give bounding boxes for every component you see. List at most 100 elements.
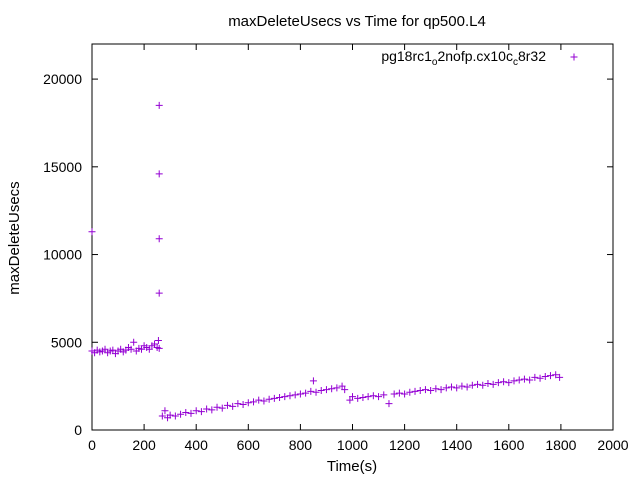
data-point (333, 384, 341, 392)
y-tick-label: 20000 (43, 71, 82, 87)
legend-label-part: 2nofp.cx10c (437, 48, 513, 64)
data-point (137, 345, 145, 353)
data-point (281, 393, 289, 401)
data-point (244, 399, 252, 407)
data-point (463, 383, 471, 391)
data-point (390, 390, 398, 398)
y-tick-label: 10000 (43, 247, 82, 263)
x-tick-label: 1600 (493, 437, 524, 453)
data-point (338, 382, 346, 390)
data-point (437, 386, 445, 394)
data-point (526, 376, 534, 384)
data-point (296, 390, 304, 398)
data-point (197, 408, 205, 416)
x-axis-title: Time(s) (327, 458, 377, 475)
data-point (317, 387, 325, 395)
y-axis: 0 5000 10000 15000 20000 (43, 71, 613, 438)
data-point (218, 404, 226, 412)
data-point (88, 228, 96, 236)
data-point (468, 381, 476, 389)
data-point (276, 394, 284, 402)
data-point (515, 376, 523, 384)
data-point (265, 395, 273, 403)
data-point (155, 101, 163, 109)
data-point (109, 346, 117, 354)
data-point (364, 393, 372, 401)
data-point (500, 378, 508, 386)
y-tick-label: 15000 (43, 159, 82, 175)
data-point (411, 387, 419, 395)
data-point (375, 393, 383, 401)
x-tick-label: 0 (88, 437, 96, 453)
data-point (187, 409, 195, 417)
data-point (208, 406, 216, 414)
x-tick-label: 2000 (597, 437, 628, 453)
legend-marker-mark (570, 53, 578, 61)
data-point (341, 386, 349, 394)
data-point (166, 411, 174, 419)
data-point (255, 396, 263, 404)
data-point (406, 388, 414, 396)
legend-label-subscript: o (432, 57, 438, 68)
data-point (250, 398, 258, 406)
data-point (385, 400, 393, 408)
data-point (151, 340, 159, 348)
x-tick-label: 1200 (389, 437, 420, 453)
data-point (536, 374, 544, 382)
x-tick-label: 800 (289, 437, 313, 453)
x-tick-label: 600 (237, 437, 261, 453)
data-point (541, 372, 549, 380)
data-point (307, 387, 315, 395)
x-tick-label: 1000 (337, 437, 368, 453)
data-point (192, 407, 200, 415)
data-point (291, 391, 299, 399)
legend-label: pg18rc1o2nofp.cx10cc8r32 (381, 48, 546, 68)
data-point (155, 289, 163, 297)
data-point (520, 375, 528, 383)
data-point (145, 345, 153, 353)
data-point (552, 371, 560, 379)
legend: pg18rc1o2nofp.cx10cc8r32 (381, 48, 578, 68)
data-point (155, 344, 163, 352)
data-point (234, 400, 242, 408)
data-point (177, 410, 185, 418)
data-point (531, 373, 539, 381)
data-point (505, 379, 513, 387)
data-point (229, 402, 237, 410)
data-point (474, 380, 482, 388)
data-point (127, 345, 135, 353)
data-point (556, 373, 564, 381)
x-axis: 0 200 400 600 800 1000 1200 1400 1600 1800 2000 (88, 44, 629, 453)
data-point (182, 408, 190, 416)
data-point (302, 389, 310, 397)
data-point (346, 396, 354, 404)
y-tick-label: 5000 (51, 334, 82, 350)
data-point (546, 372, 554, 380)
data-point (130, 338, 138, 346)
data-point (286, 392, 294, 400)
data-point (479, 381, 487, 389)
plot-frame (91, 43, 614, 431)
y-tick-label: 0 (74, 422, 82, 438)
data-point (489, 380, 497, 388)
data-point (171, 412, 179, 420)
x-tick-label: 200 (132, 437, 156, 453)
data-point (155, 235, 163, 243)
data-point (427, 387, 435, 395)
data-point (223, 401, 231, 409)
chart-title: maxDeleteUsecs vs Time for qp500.L4 (228, 13, 486, 30)
y-axis-title: maxDeleteUsecs (6, 181, 23, 294)
x-tick-label: 1400 (441, 437, 472, 453)
data-point (369, 392, 377, 400)
data-point (158, 412, 166, 420)
data-point (270, 394, 278, 402)
series-points (88, 101, 564, 422)
data-point (328, 385, 336, 393)
data-point (101, 345, 109, 353)
data-point (322, 386, 330, 394)
data-point (354, 394, 362, 402)
legend-label-subscript: c (513, 57, 518, 68)
data-point (494, 379, 502, 387)
legend-label-part: 8r32 (518, 48, 546, 64)
